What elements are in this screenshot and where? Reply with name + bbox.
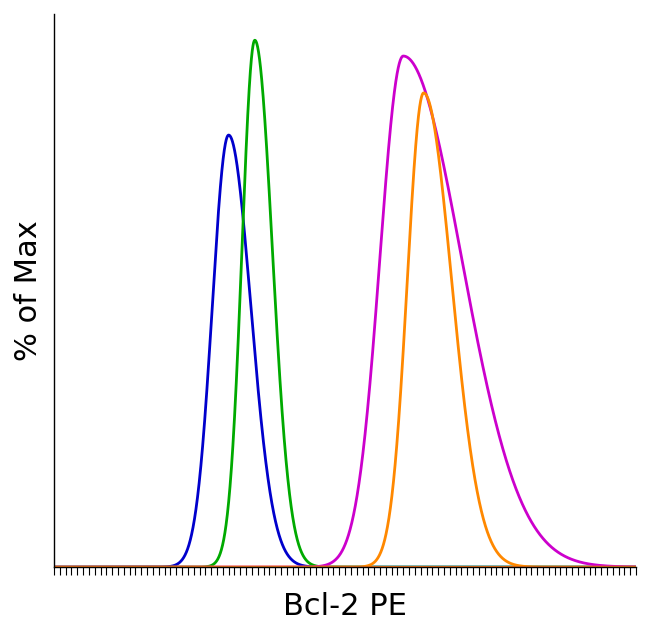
Y-axis label: % of Max: % of Max	[14, 220, 43, 361]
X-axis label: Bcl-2 PE: Bcl-2 PE	[283, 592, 407, 621]
